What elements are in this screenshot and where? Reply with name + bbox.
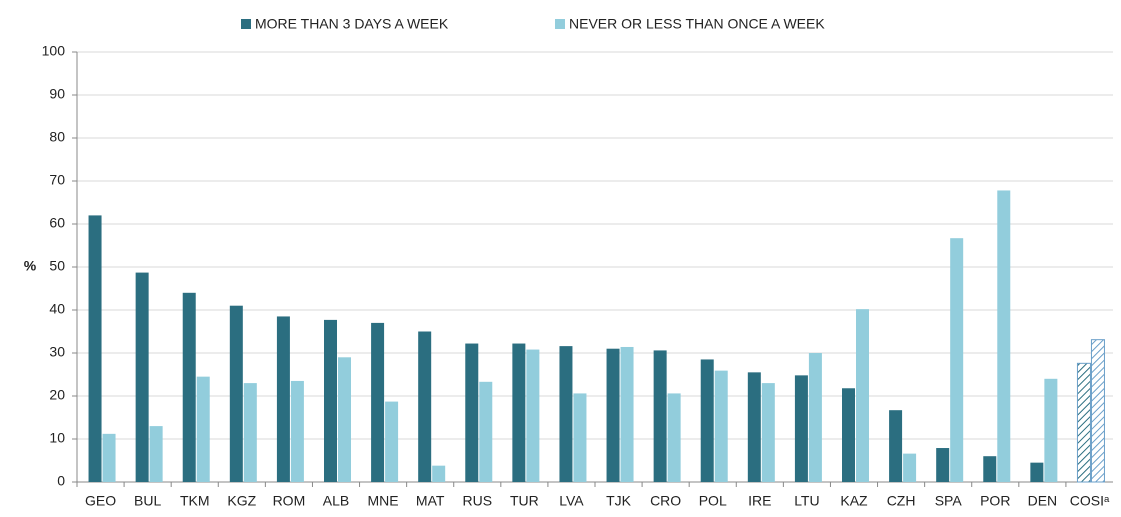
bar <box>135 272 149 482</box>
bar <box>432 465 446 482</box>
y-tick-label: 100 <box>42 43 66 59</box>
bar <box>559 346 573 482</box>
bar <box>808 353 822 482</box>
x-tick-label: COSIᵃ <box>1070 493 1110 509</box>
x-tick-label: MAT <box>416 493 445 509</box>
x-tick-label: TUR <box>510 493 539 509</box>
bar <box>1076 362 1091 483</box>
x-tick-label: LTU <box>794 493 819 509</box>
legend-label: MORE THAN 3 DAYS A WEEK <box>255 16 449 32</box>
y-tick-label: 30 <box>49 344 65 360</box>
bar <box>794 375 808 482</box>
bar <box>653 350 667 482</box>
bar <box>290 380 304 482</box>
y-tick-label: 0 <box>57 473 65 489</box>
bar <box>936 448 950 482</box>
bar <box>371 322 385 482</box>
bar <box>512 343 526 482</box>
bar <box>385 401 399 482</box>
x-tick-label: DEN <box>1028 493 1058 509</box>
x-tick-label: POR <box>980 493 1010 509</box>
x-tick-label: TKM <box>180 493 210 509</box>
bar <box>997 190 1011 482</box>
y-tick-label: 70 <box>49 172 65 188</box>
x-tick-label: POL <box>699 493 727 509</box>
bar <box>102 433 116 482</box>
bar <box>324 319 337 482</box>
bar <box>606 348 620 482</box>
x-tick-label: ROM <box>273 493 306 509</box>
legend-swatch <box>555 19 565 29</box>
legend-swatch <box>241 19 251 29</box>
bar <box>526 349 540 482</box>
x-tick-label: SPA <box>935 493 963 509</box>
bar <box>747 372 761 482</box>
bar <box>983 456 997 482</box>
bar <box>276 316 290 482</box>
bar <box>761 383 775 482</box>
x-tick-label: RUS <box>462 493 492 509</box>
legend-label: NEVER OR LESS THAN ONCE A WEEK <box>569 16 825 32</box>
x-tick-label: BUL <box>134 493 161 509</box>
x-tick-label: LVA <box>559 493 584 509</box>
bar <box>418 331 432 482</box>
x-tick-label: KGZ <box>227 493 256 509</box>
bar <box>714 370 728 482</box>
bar <box>479 381 493 482</box>
x-tick-label: ALB <box>323 493 349 509</box>
x-tick-label: KAZ <box>840 493 868 509</box>
x-tick-label: TJK <box>606 493 632 509</box>
y-tick-label: 60 <box>49 215 65 231</box>
y-tick-label: 90 <box>49 86 65 102</box>
y-tick-label: 20 <box>49 387 65 403</box>
bar <box>465 343 479 482</box>
bar <box>1090 339 1105 483</box>
bar <box>667 393 681 482</box>
bar <box>950 238 964 482</box>
bar <box>196 376 210 482</box>
bar <box>842 388 855 482</box>
bar <box>1044 378 1058 482</box>
x-tick-label: MNE <box>368 493 399 509</box>
y-axis-label: % <box>24 258 37 274</box>
bar <box>889 410 903 482</box>
bar <box>88 215 102 482</box>
bar <box>903 453 917 482</box>
y-tick-label: 10 <box>49 430 65 446</box>
bar <box>243 383 257 482</box>
y-tick-label: 40 <box>49 301 65 317</box>
bar <box>149 426 163 482</box>
x-tick-label: CRO <box>650 493 681 509</box>
bar <box>620 346 634 482</box>
x-tick-label: IRE <box>748 493 771 509</box>
bar <box>338 357 351 482</box>
bar <box>573 393 587 482</box>
x-tick-label: GEO <box>85 493 116 509</box>
bar <box>856 309 869 482</box>
bar <box>229 305 243 482</box>
x-tick-label: CZH <box>887 493 916 509</box>
bar <box>1030 462 1044 482</box>
y-tick-label: 50 <box>49 258 65 274</box>
bar <box>700 359 714 482</box>
bar <box>182 292 196 482</box>
y-tick-label: 80 <box>49 129 65 145</box>
